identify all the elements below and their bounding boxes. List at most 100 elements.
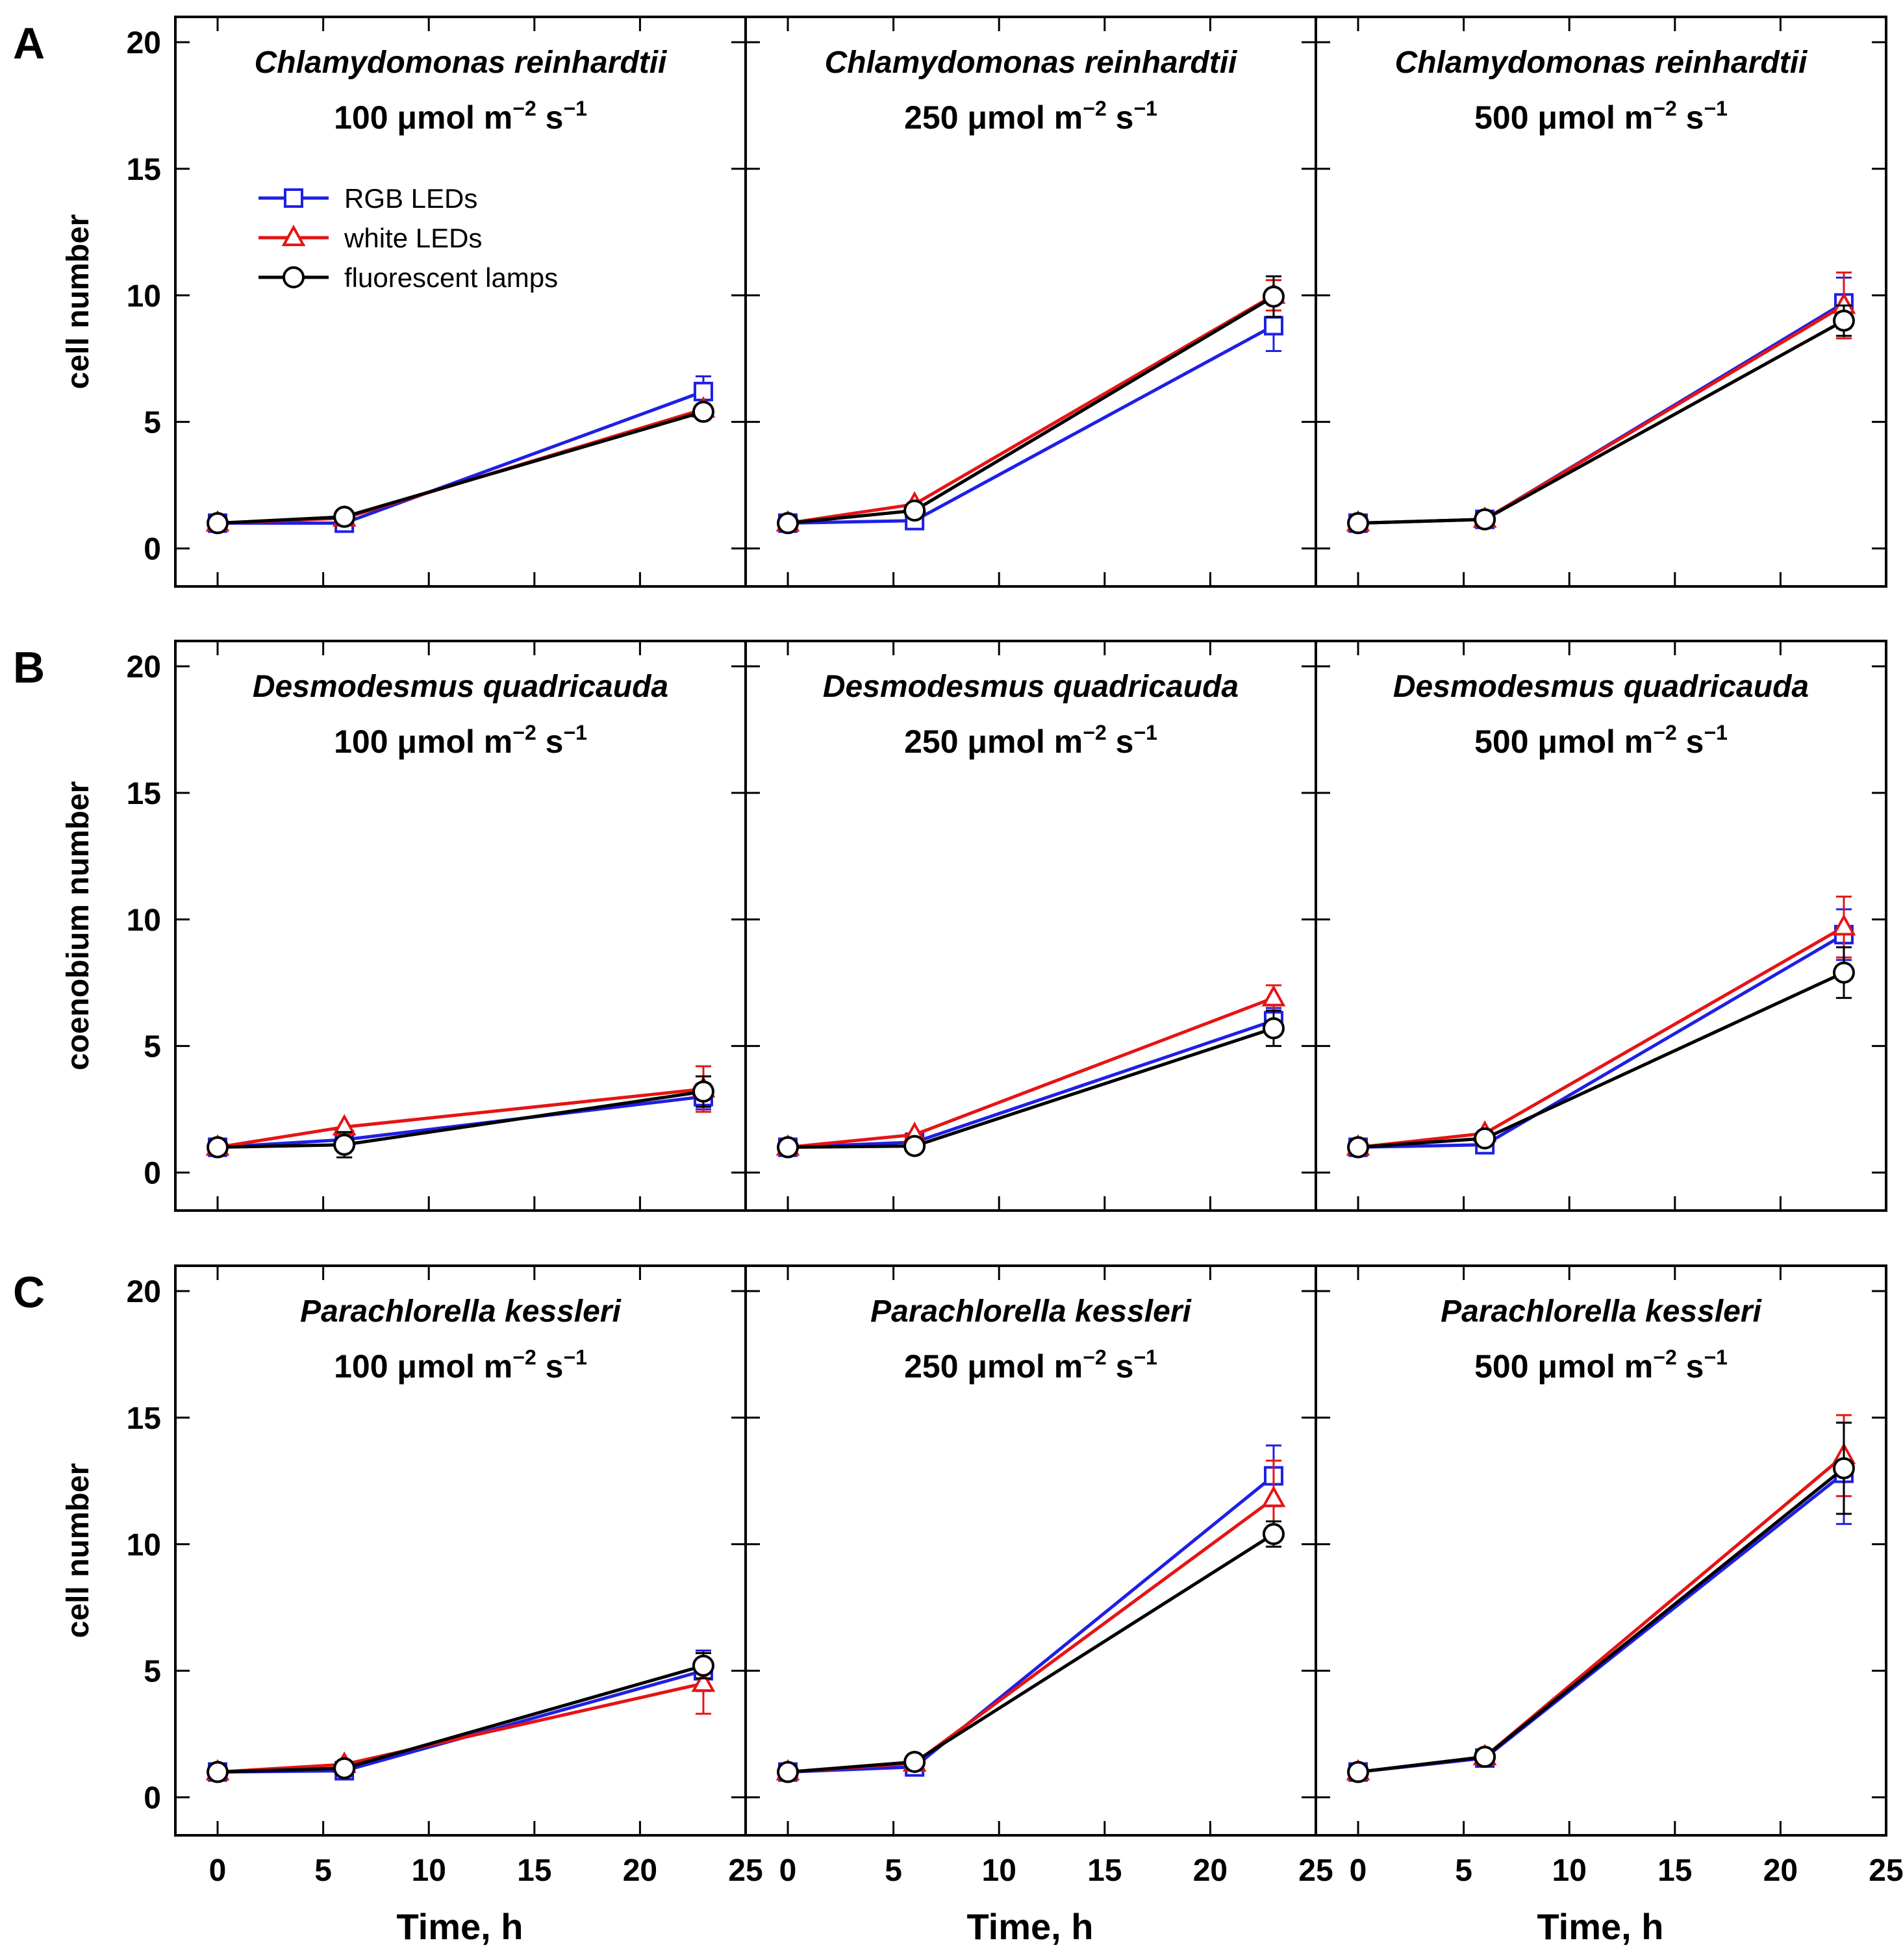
series-fluor	[1347, 1422, 1855, 1783]
data-point-circle-marker	[777, 512, 800, 534]
series-rgb	[1348, 276, 1854, 533]
irradiance-exp1: −2	[1653, 1346, 1676, 1369]
x-tick-label: 10	[982, 1853, 1016, 1888]
legend-label: white LEDs	[344, 223, 482, 253]
species-title: Chlamydomonas reinhardtii	[1395, 45, 1808, 80]
irradiance-irr-value: 500	[1474, 723, 1528, 760]
series-line	[217, 1087, 704, 1150]
data-point-circle-marker	[1347, 1136, 1370, 1159]
irradiance-unit-s: s	[536, 99, 564, 136]
irradiance-exp2: −1	[1704, 1346, 1727, 1369]
irradiance-irr-value: 100	[334, 1348, 388, 1385]
irradiance-irr-value: 250	[904, 1348, 958, 1385]
y-tick-label: 20	[127, 26, 161, 60]
irradiance-unit-s: s	[1677, 99, 1704, 136]
y-tick-label: 10	[127, 1528, 161, 1563]
legend-label: fluorescent lamps	[344, 262, 558, 293]
data-point-circle-marker	[207, 1761, 229, 1783]
x-tick-label: 25	[1869, 1853, 1903, 1888]
irradiance-unit-s: s	[1107, 99, 1134, 136]
irradiance-irr-unit: μmol m	[959, 723, 1083, 760]
species-title: Parachlorella kessleri	[1441, 1294, 1762, 1329]
irradiance-irr-value: 250	[904, 99, 958, 136]
series-line	[1357, 1466, 1845, 1774]
irradiance-exp1: −2	[1083, 97, 1106, 120]
irradiance-irr-value: 500	[1474, 1348, 1528, 1385]
legend: RGB LEDs white LEDs fluorescent lamps	[258, 183, 558, 293]
data-point-square-marker	[1263, 316, 1283, 336]
irradiance-title: 250 μmol m−2 s−1	[904, 97, 1157, 136]
data-point-circle-marker	[1347, 1761, 1370, 1783]
irradiance-unit-s: s	[1107, 723, 1134, 760]
irradiance-unit-s: s	[1107, 1348, 1134, 1385]
species-title: Desmodesmus quadricauda	[823, 670, 1239, 704]
subplot-a-1: 0 5 10 15 20 Chlamydomonas reinhardtii 100 μmo…	[127, 16, 747, 588]
series-white	[1346, 896, 1856, 1156]
irradiance-irr-unit: μmol m	[1529, 1348, 1654, 1385]
y-tick-label: 15	[127, 1401, 161, 1436]
series-line	[1357, 319, 1845, 525]
legend-item-fluor: fluorescent lamps	[258, 262, 558, 293]
series-rgb	[208, 1649, 713, 1782]
series-rgb	[208, 375, 713, 533]
plot-frame	[1315, 1264, 1887, 1837]
data-point-circle-marker	[1832, 309, 1855, 332]
subplot-a-3: Chlamydomonas reinhardtii 500 μmol m−2 s−…	[1315, 16, 1887, 588]
x-tick-label: 15	[517, 1853, 551, 1888]
x-tick-label: 20	[1193, 1853, 1228, 1888]
subplot-b-3: Desmodesmus quadricauda 500 μmol m−2 s−1	[1315, 640, 1887, 1212]
series-line	[787, 294, 1275, 525]
irradiance-title: 100 μmol m−2 s−1	[334, 97, 587, 136]
series-line	[217, 407, 704, 525]
irradiance-irr-value: 250	[904, 723, 958, 760]
series-white	[775, 984, 1286, 1156]
x-tick-label: 20	[1763, 1853, 1798, 1888]
irradiance-title: 250 μmol m−2 s−1	[904, 721, 1157, 760]
x-tick-label: 25	[1298, 1853, 1333, 1888]
y-tick-label: 5	[144, 1030, 161, 1064]
plot-frame	[1315, 16, 1887, 588]
series-fluor	[1347, 304, 1855, 534]
data-point-circle-marker	[903, 499, 926, 522]
data-point-circle-marker	[1262, 1017, 1285, 1040]
x-tick-label: 15	[1087, 1853, 1122, 1888]
y-axis-label: cell number	[61, 214, 95, 389]
y-tick-label: 20	[127, 1275, 161, 1309]
subplot-b-1: 0 5 10 15 20 Desmodesmus quadricauda 100 μmol …	[127, 640, 747, 1212]
subplot-b-2: Desmodesmus quadricauda 250 μmol m−2 s−1	[744, 640, 1317, 1212]
subplot-c-3: 0 5 10 15 20 25 Parachlorella kessleri 500 μmol…	[1315, 1264, 1903, 1947]
series-white	[205, 1065, 716, 1156]
irradiance-exp2: −1	[563, 721, 586, 744]
x-axis-label: Time, h	[396, 1906, 523, 1947]
series-line	[787, 996, 1274, 1150]
irradiance-exp1: −2	[512, 97, 536, 120]
series-rgb	[1348, 908, 1854, 1157]
x-tick-label: 5	[314, 1853, 332, 1888]
x-tick-label: 10	[412, 1853, 446, 1888]
panel-letter: A	[13, 19, 45, 68]
species-title: Chlamydomonas reinhardtii	[825, 45, 1238, 80]
series-line	[217, 1090, 704, 1150]
data-point-circle-marker	[333, 505, 356, 528]
species-title: Parachlorella kessleri	[870, 1294, 1192, 1329]
irradiance-irr-unit: μmol m	[959, 1348, 1083, 1385]
data-point-circle-marker	[903, 1750, 926, 1773]
x-tick-label: 0	[779, 1853, 797, 1888]
series-line	[1357, 971, 1845, 1150]
data-point-circle-marker	[1262, 1523, 1285, 1546]
irradiance-exp1: −2	[512, 1346, 536, 1369]
irradiance-exp2: −1	[1133, 97, 1157, 120]
data-point-circle-marker	[333, 1133, 356, 1156]
data-point-circle-marker	[1832, 1457, 1855, 1479]
irradiance-exp2: −1	[563, 1346, 586, 1369]
data-point-circle-marker	[207, 1136, 229, 1159]
data-point-circle-marker	[1474, 1746, 1496, 1768]
irradiance-exp1: −2	[1653, 721, 1676, 744]
data-point-circle-marker	[1474, 1127, 1496, 1150]
subplot-c-2: 0 5 10 15 20 25 Parachlorella kessleri 250 μmol…	[744, 1264, 1333, 1947]
x-axis-label: Time, h	[966, 1906, 1093, 1947]
series-white	[205, 1652, 716, 1781]
